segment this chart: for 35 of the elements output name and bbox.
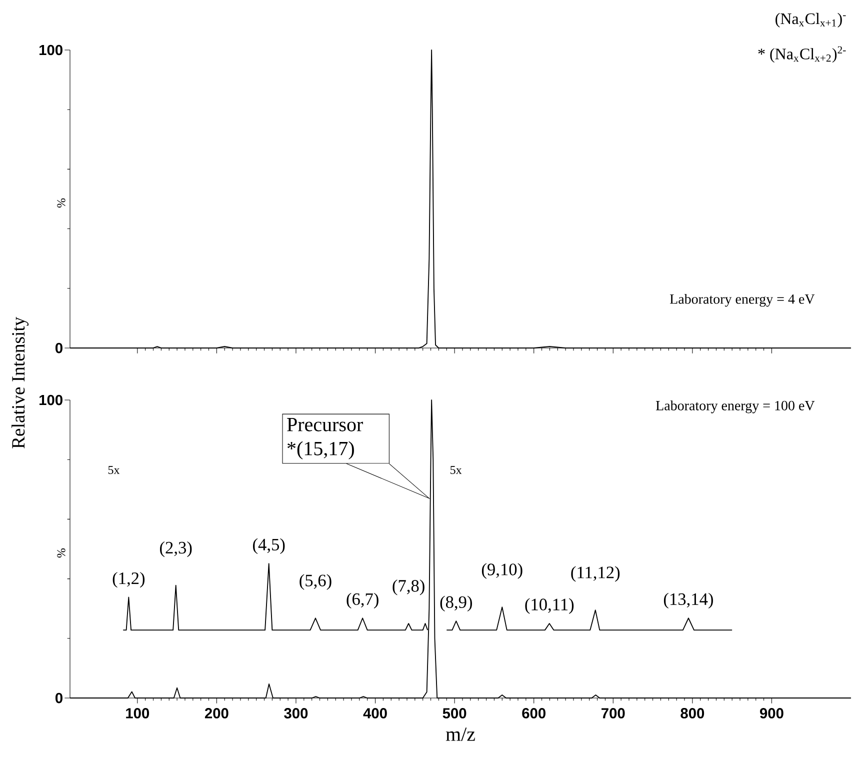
annotation: (13,14): [664, 592, 713, 609]
annotation: (11,12): [571, 566, 620, 582]
x-tick-label: 200: [204, 708, 228, 718]
x-tick-label: 700: [602, 708, 625, 718]
y-tick-label: 0: [55, 342, 62, 354]
x-tick-label: 500: [442, 708, 466, 718]
annotation: (6,7): [346, 592, 378, 609]
annotation: (8,9): [440, 596, 472, 612]
x-tick-label: 400: [363, 708, 387, 718]
annotation: (1,2): [112, 572, 145, 588]
x-tick-label: 900: [760, 708, 784, 718]
annotation: Laboratory energy = 4 eV: [670, 294, 815, 307]
x-tick-label: 100: [126, 708, 150, 718]
x-tick-label: 300: [284, 708, 308, 718]
annotation: (2,3): [160, 541, 192, 558]
y-axis-title: %: [57, 548, 66, 558]
annotation: 5x: [450, 466, 462, 474]
annotation: (10,11): [525, 598, 574, 614]
annotation: (4,5): [253, 538, 285, 554]
y-tick-label: 0: [55, 692, 62, 704]
x-axis-title: m/z: [446, 728, 475, 741]
annotation: (7,8): [392, 580, 424, 596]
x-tick-label: 600: [522, 708, 546, 718]
annotation: * (Na$_{x}$Cl$_{x+2}$)$^{2-}$: [758, 46, 846, 63]
annotation: 5x: [108, 466, 120, 474]
text: Relative Intensity: [12, 316, 29, 448]
annotation: Laboratory energy = 100 eV: [656, 400, 815, 414]
y-tick-label: 100: [40, 394, 62, 406]
y-tick-label: 100: [40, 44, 62, 56]
text: (Na$_{x}$Cl$_{x+1}$)$^{-}$: [776, 12, 846, 28]
y-axis-title: %: [57, 198, 66, 208]
x-tick-label: 800: [680, 708, 704, 718]
annotation: (5,6): [300, 574, 332, 590]
annotation: (9,10): [482, 563, 522, 579]
annotation: Precursor *(15,17): [287, 418, 363, 460]
